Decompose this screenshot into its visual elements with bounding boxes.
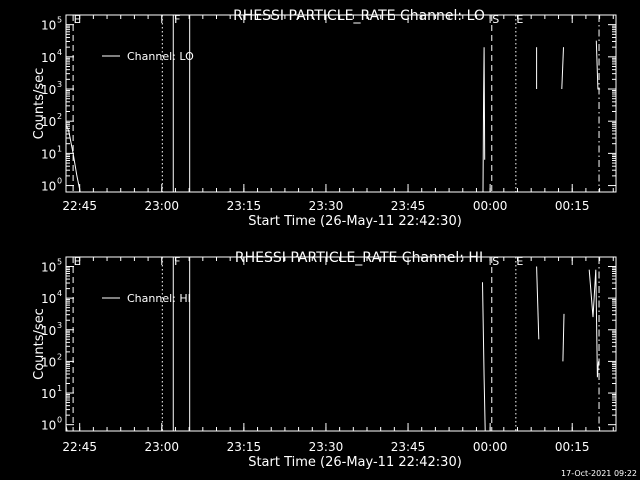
x-tick-label: 22:45 — [62, 440, 97, 454]
x-tick-label: 23:15 — [227, 440, 262, 454]
x-tick-label: 23:30 — [309, 199, 344, 213]
chart-panel-0 — [65, 14, 617, 193]
axes-frame — [65, 14, 617, 193]
event-marker-label: S — [492, 13, 499, 26]
series-line — [66, 123, 81, 192]
x-tick-label: 23:30 — [309, 440, 344, 454]
event-marker-label: E — [74, 13, 81, 26]
chart-panel-1 — [65, 256, 617, 432]
series-line — [482, 47, 486, 192]
plot-date: 17-Oct-2021 09:22 — [561, 469, 637, 478]
x-tick-label: 23:45 — [391, 440, 426, 454]
y-tick-label: 10 — [41, 419, 56, 433]
y-tick-label: 10 — [41, 260, 56, 274]
x-axis-label: Start Time (26-May-11 22:42:30) — [248, 214, 462, 229]
x-tick-label: 23:00 — [144, 199, 179, 213]
x-tick-label: 23:45 — [391, 199, 426, 213]
series-line — [536, 266, 540, 340]
event-marker-label: S — [492, 255, 499, 268]
y-axis-label: Counts/sec — [32, 68, 47, 140]
y-tick-exponent: 1 — [57, 144, 62, 153]
x-tick-label: 23:00 — [144, 440, 179, 454]
x-axis-label: Start Time (26-May-11 22:42:30) — [248, 455, 462, 470]
chart-title: RHESSI PARTICLE_RATE Channel: HI — [235, 250, 483, 266]
y-tick-label: 10 — [41, 83, 56, 97]
x-tick-label: 00:00 — [473, 199, 508, 213]
y-axis-label: Counts/sec — [32, 308, 47, 380]
y-tick-exponent: 4 — [57, 48, 62, 57]
series-group — [66, 266, 599, 431]
y-tick-label: 10 — [41, 51, 56, 65]
x-tick-label: 00:00 — [473, 440, 508, 454]
series-line — [561, 47, 564, 90]
y-tick-label: 10 — [41, 115, 56, 129]
series-line — [595, 40, 601, 90]
y-tick-exponent: 4 — [57, 289, 62, 298]
y-tick-label: 10 — [41, 324, 56, 338]
y-tick-label: 10 — [41, 387, 56, 401]
series-group — [66, 40, 601, 192]
x-tick-label: 22:45 — [62, 199, 97, 213]
y-tick-label: 10 — [41, 355, 56, 369]
axes-frame — [65, 256, 617, 432]
series-line — [588, 269, 599, 378]
y-tick-label: 10 — [41, 147, 56, 161]
y-tick-exponent: 0 — [57, 416, 62, 425]
series-line — [482, 282, 486, 431]
legend-entry: Channel: LO — [127, 50, 194, 63]
chart-title: RHESSI PARTICLE_RATE Channel: LO — [233, 8, 485, 24]
y-tick-exponent: 1 — [57, 384, 62, 393]
y-tick-exponent: 5 — [57, 257, 62, 266]
y-tick-exponent: 3 — [57, 80, 62, 89]
x-tick-label: 23:15 — [227, 199, 262, 213]
y-tick-label: 10 — [41, 180, 56, 194]
event-marker-label: E — [74, 255, 81, 268]
legend-entry: Channel: HI — [127, 292, 191, 305]
event-marker-label: F — [174, 13, 180, 26]
y-tick-exponent: 0 — [57, 177, 62, 186]
series-line — [562, 313, 565, 362]
y-tick-exponent: 2 — [57, 112, 62, 121]
y-tick-exponent: 2 — [57, 352, 62, 361]
y-tick-label: 10 — [41, 19, 56, 33]
y-tick-exponent: 3 — [57, 321, 62, 330]
x-tick-label: 00:15 — [555, 440, 590, 454]
event-marker-label: E — [516, 255, 523, 268]
event-marker-label: F — [174, 255, 180, 268]
event-marker-label: E — [516, 13, 523, 26]
x-tick-label: 00:15 — [555, 199, 590, 213]
y-tick-label: 10 — [41, 292, 56, 306]
y-tick-exponent: 5 — [57, 16, 62, 25]
